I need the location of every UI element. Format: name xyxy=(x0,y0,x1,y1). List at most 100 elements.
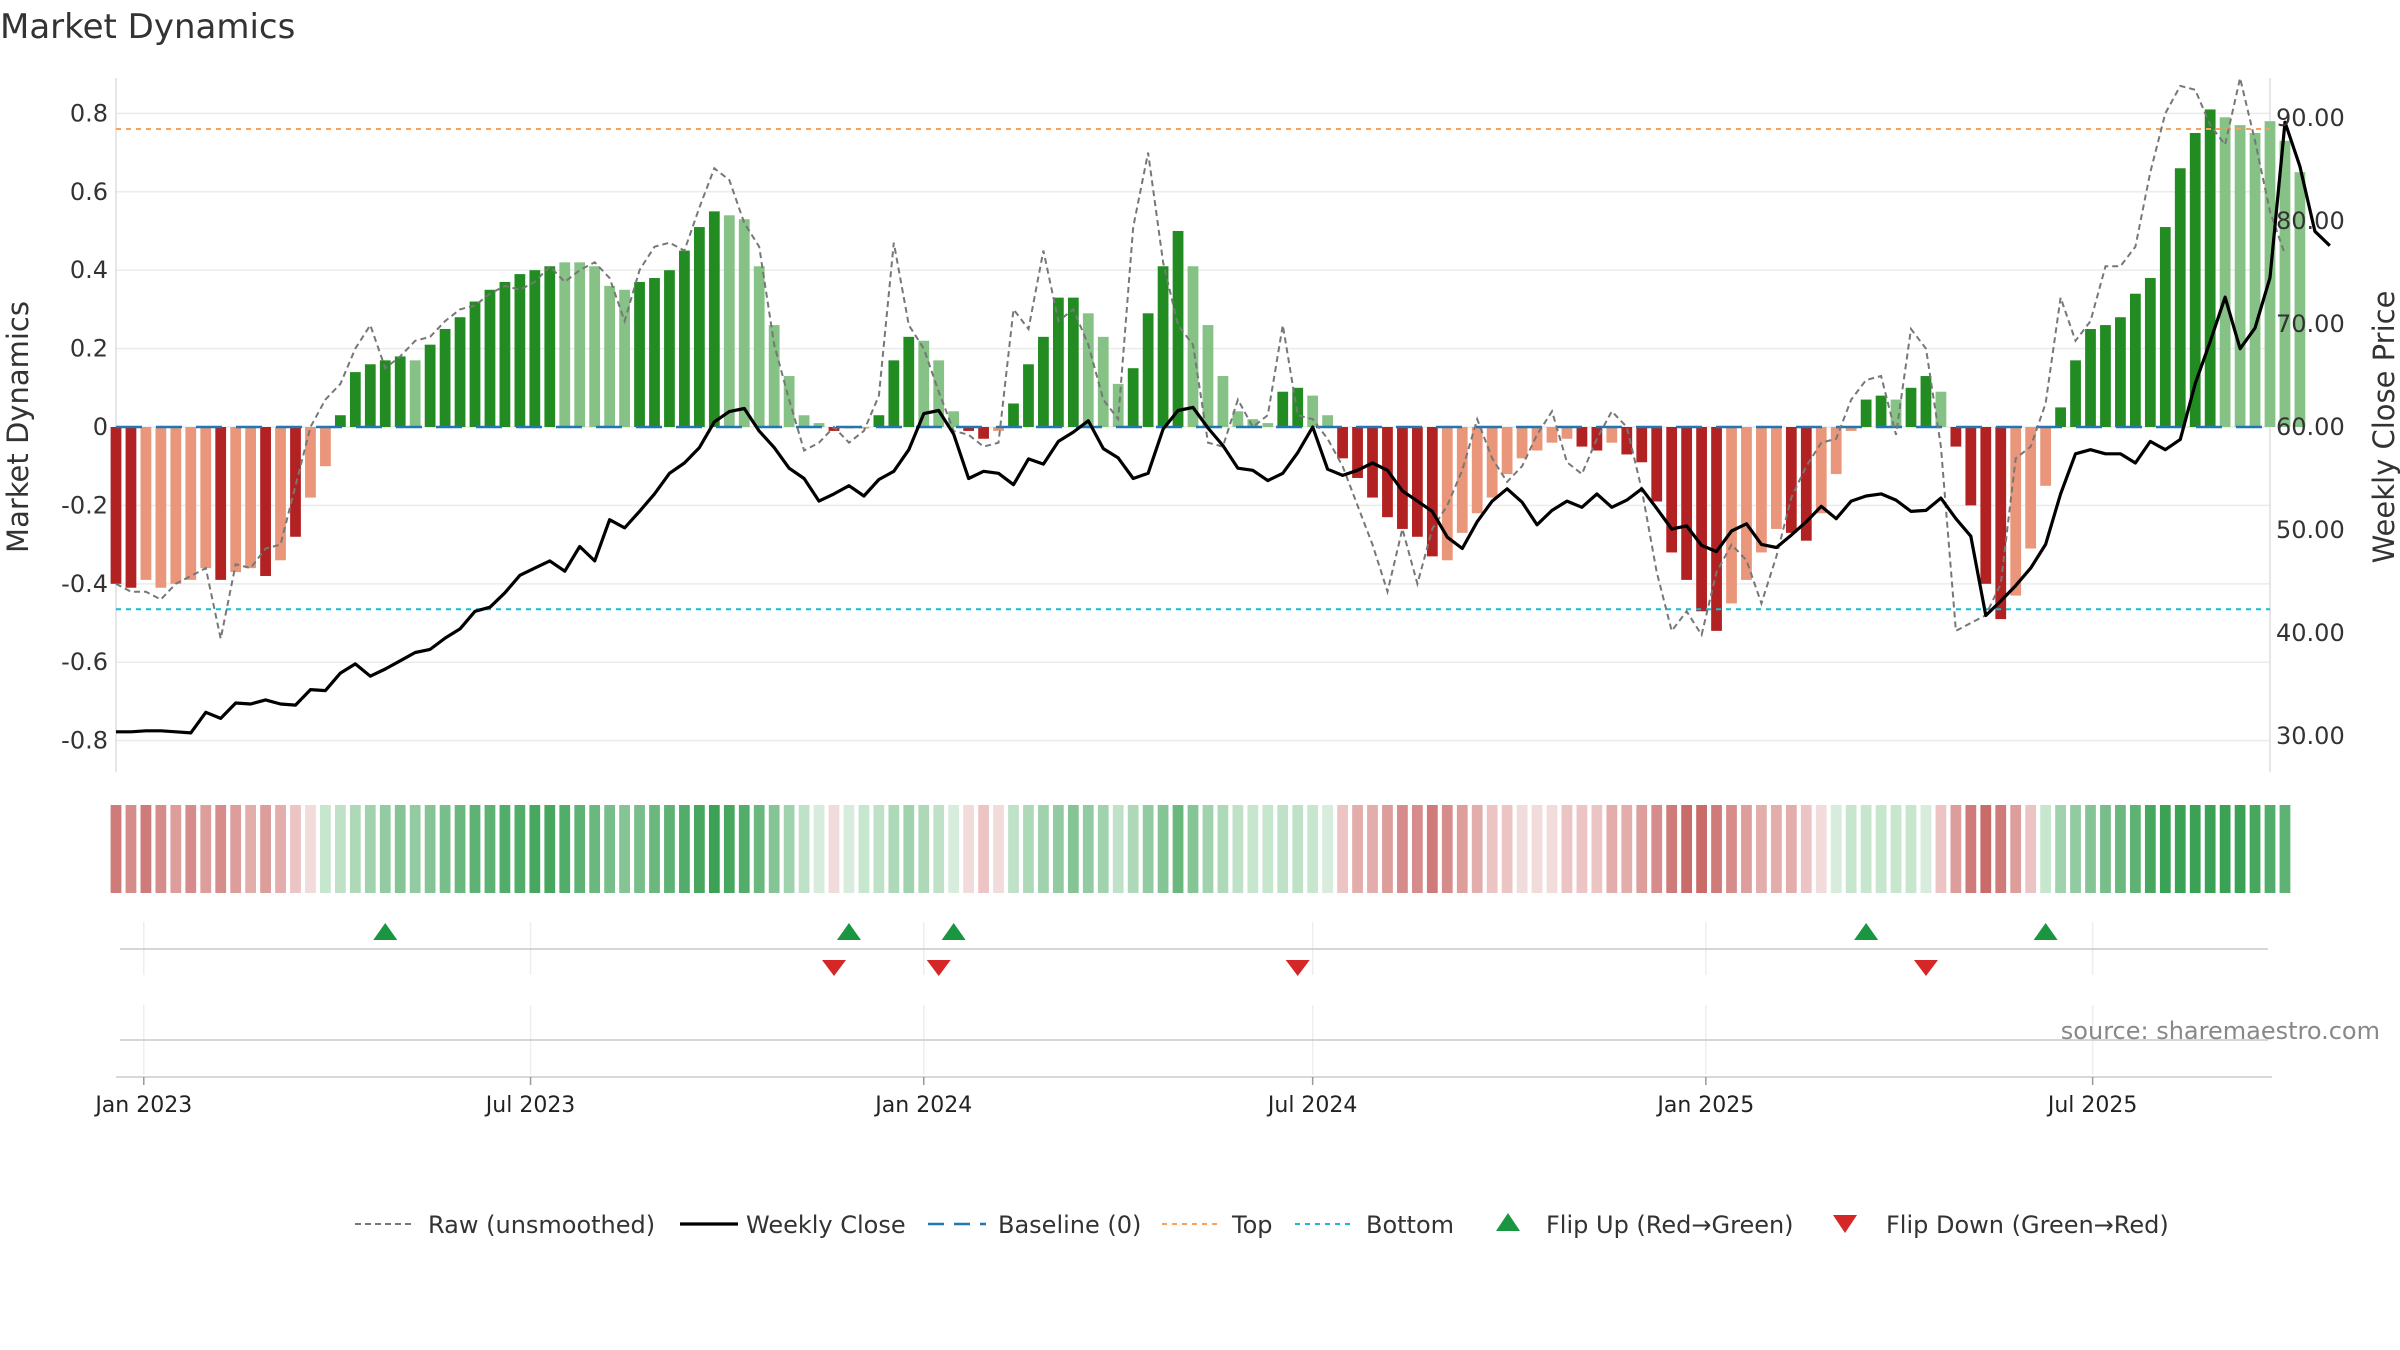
regime-strip-cell xyxy=(469,805,481,893)
regime-strip-cell xyxy=(1142,805,1154,893)
regime-strip-cell xyxy=(1157,805,1169,893)
legend-flip_up-label: Flip Up (Red→Green) xyxy=(1546,1211,1794,1239)
regime-strip-cell xyxy=(1935,805,1947,893)
regime-strip-cell xyxy=(260,805,271,893)
weekly-close-line xyxy=(116,120,2331,735)
raw-series-line xyxy=(115,77,2286,639)
dynamics-bar xyxy=(574,262,586,427)
right-tick-label: 70.00 xyxy=(2276,310,2345,338)
regime-strip-cell xyxy=(1845,805,1857,893)
regime-strip-cell xyxy=(1980,805,1992,893)
regime-strip-cell xyxy=(514,805,526,893)
regime-strip-cell xyxy=(230,805,242,893)
x-tick-label: Jul 2024 xyxy=(1266,1093,1358,1118)
dynamics-bar xyxy=(394,356,406,427)
dynamics-bar xyxy=(1352,427,1363,478)
dynamics-bar xyxy=(1546,427,1558,443)
regime-strip-cell xyxy=(1950,805,1962,893)
regime-strip-cell xyxy=(1097,805,1109,893)
dynamics-bar xyxy=(1965,427,1977,506)
regime-strip-cell xyxy=(1187,805,1199,893)
x-tick-label: Jan 2024 xyxy=(873,1093,972,1118)
regime-strip-cell xyxy=(978,805,989,893)
legend-top-label: Top xyxy=(1231,1211,1273,1239)
regime-strip-cell xyxy=(349,805,361,893)
dynamics-bar xyxy=(1576,427,1588,447)
flip-markers-panel xyxy=(120,922,2268,976)
dynamics-bar xyxy=(1636,427,1648,463)
dynamics-bar xyxy=(2159,227,2171,427)
regime-strip-cell xyxy=(918,805,930,893)
regime-strip-cell xyxy=(1411,805,1423,893)
dynamics-bar xyxy=(1217,376,1229,427)
regime-strip-cell xyxy=(619,805,630,893)
reference-lines xyxy=(116,128,2270,611)
dynamics-bar xyxy=(2115,317,2126,427)
regime-strip-cell xyxy=(1367,805,1378,893)
regime-strip-cell xyxy=(2085,805,2096,893)
dynamics-bar xyxy=(1531,427,1543,451)
regime-strip-cell xyxy=(813,805,825,893)
regime-strip-cell xyxy=(1322,805,1334,893)
dynamics-bar xyxy=(1651,427,1663,502)
regime-strip-cell xyxy=(1546,805,1558,893)
regime-strip-cell xyxy=(2040,805,2052,893)
regime-strip-cell xyxy=(1082,805,1094,893)
x-tick-label: Jul 2023 xyxy=(484,1093,576,1118)
legend-flip-down-icon xyxy=(1833,1215,1857,1233)
dynamics-bar xyxy=(110,427,122,584)
regime-strip-cell xyxy=(1023,805,1034,893)
dynamics-bar xyxy=(2279,140,2291,427)
flip-up-marker xyxy=(2033,923,2058,940)
dynamics-bar xyxy=(454,317,466,427)
axis-ticks: -0.8 -0.6 -0.4 -0.2 0 0.2 0.4 0.6 0.8 30.00 40.00 5… xyxy=(61,99,2345,754)
regime-strip-cell xyxy=(873,805,885,893)
dynamics-bar xyxy=(1142,313,1154,427)
dynamics-bar xyxy=(649,278,660,427)
left-tick-label: 0.8 xyxy=(70,99,108,127)
dynamics-bar xyxy=(1008,403,1019,427)
regime-strip-cell xyxy=(2129,805,2141,893)
regime-strip-cell xyxy=(2189,805,2201,893)
dynamics-bar xyxy=(544,266,556,427)
dynamics-bar xyxy=(1157,266,1169,427)
regime-strip-cell xyxy=(559,805,571,893)
regime-strip-cell xyxy=(1531,805,1543,893)
regime-strip-cell xyxy=(843,805,855,893)
regime-strip-cell xyxy=(2264,805,2276,893)
regime-strip-cell xyxy=(1905,805,1917,893)
regime-strip-cell xyxy=(858,805,870,893)
dynamics-bars xyxy=(110,109,2306,631)
regime-strip xyxy=(110,805,2291,893)
dynamics-bar xyxy=(1082,313,1094,427)
regime-strip-cell xyxy=(290,805,301,893)
right-tick-label: 60.00 xyxy=(2276,413,2345,441)
regime-strip-cell xyxy=(1830,805,1842,893)
series-lines xyxy=(115,77,2331,735)
dynamics-bar xyxy=(664,270,675,427)
dynamics-bar xyxy=(1756,427,1767,553)
dynamics-bar xyxy=(1770,427,1782,529)
dynamics-bar xyxy=(1666,427,1678,553)
dynamics-bar xyxy=(888,360,900,427)
dynamics-bar xyxy=(768,325,780,427)
regime-strip-cell xyxy=(2174,805,2186,893)
regime-strip-cell xyxy=(1112,805,1124,893)
regime-strip-cell xyxy=(2204,805,2216,893)
dynamics-bar xyxy=(2174,168,2186,427)
dynamics-bar xyxy=(230,427,242,573)
regime-strip-cell xyxy=(1397,805,1408,893)
dynamics-bar xyxy=(1606,427,1618,443)
dynamics-bar xyxy=(1830,427,1842,475)
regime-strip-cell xyxy=(320,805,331,893)
regime-strip-cell xyxy=(1008,805,1019,893)
dynamics-bar xyxy=(1277,391,1289,427)
dynamics-bar xyxy=(424,344,436,427)
regime-strip-cell xyxy=(948,805,960,893)
dynamics-bar xyxy=(873,415,885,427)
regime-strip-cell xyxy=(589,805,601,893)
dynamics-bar xyxy=(200,427,212,569)
dynamics-bar xyxy=(1127,368,1139,427)
legend-baseline-label: Baseline (0) xyxy=(998,1211,1141,1239)
x-tick-label: Jan 2025 xyxy=(1655,1093,1754,1118)
